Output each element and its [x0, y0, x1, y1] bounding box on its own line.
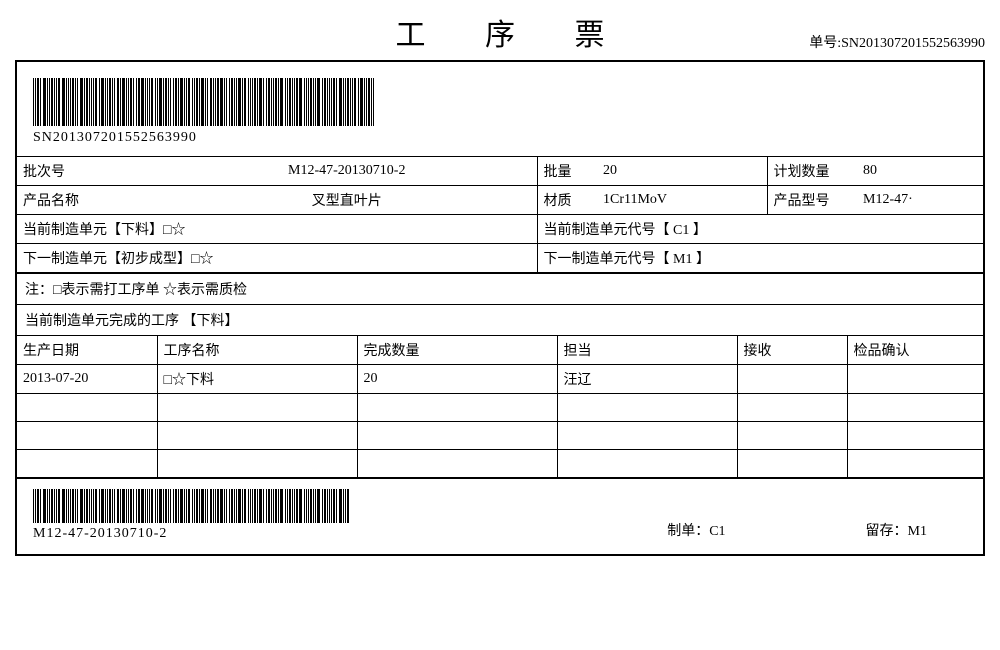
model: M12-47·: [857, 186, 983, 215]
table-cell: 2013-07-20: [17, 365, 157, 394]
page-title: 工 序 票: [370, 10, 631, 54]
table-cell: [737, 365, 847, 394]
col-date: 生产日期: [17, 336, 157, 365]
keep: 留存：M1: [866, 520, 927, 540]
table-cell: [17, 394, 157, 422]
table-cell: [357, 450, 557, 478]
barcode-top-section: SN201307201552563990: [17, 62, 983, 156]
batch-qty: 20: [597, 157, 767, 186]
barcode-top-label: SN201307201552563990: [33, 130, 967, 146]
batch-no: M12-47-20130710-2: [157, 157, 537, 186]
table-cell: [17, 422, 157, 450]
order-number: 单号:SN201307201552563990: [809, 32, 985, 52]
barcode-bottom: [33, 489, 413, 523]
plan-qty-label: 计划数量: [767, 157, 857, 186]
model-label: 产品型号: [767, 186, 857, 215]
table-cell: [157, 422, 357, 450]
table-cell: [847, 450, 983, 478]
table-row: 批次号 M12-47-20130710-2 批量 20 计划数量 80: [17, 157, 983, 186]
batch-no-label: 批次号: [17, 157, 157, 186]
table-row: [17, 450, 983, 478]
table-cell: [737, 422, 847, 450]
table-row: 产品名称 叉型直叶片 材质 1Cr11MoV 产品型号 M12-47·: [17, 186, 983, 215]
table-cell: [17, 450, 157, 478]
legend-note: 注：□表示需打工序单 ☆表示需质检: [17, 273, 983, 304]
next-unit: 下一制造单元【初步成型】□☆: [17, 244, 537, 273]
plan-qty: 80: [857, 157, 983, 186]
completed-procedures-header: 当前制造单元完成的工序 【下料】: [17, 304, 983, 335]
procedure-table: 生产日期 工序名称 完成数量 担当 接收 检品确认 2013-07-20□☆下料…: [17, 335, 983, 478]
table-cell: □☆下料: [157, 365, 357, 394]
barcode-top: [33, 78, 433, 126]
table-cell: [157, 394, 357, 422]
info-table: 批次号 M12-47-20130710-2 批量 20 计划数量 80 产品名称…: [17, 156, 983, 273]
material: 1Cr11MoV: [597, 186, 767, 215]
maker: 制单：C1: [667, 520, 725, 540]
table-cell: 20: [357, 365, 557, 394]
next-unit-code: 下一制造单元代号【 M1 】: [537, 244, 983, 273]
table-cell: [847, 394, 983, 422]
table-cell: [557, 394, 737, 422]
col-inspect: 检品确认: [847, 336, 983, 365]
current-unit: 当前制造单元【下料】□☆: [17, 215, 537, 244]
table-cell: [847, 365, 983, 394]
table-row: [17, 394, 983, 422]
footer-section: M12-47-20130710-2 制单：C1 留存：M1: [17, 478, 983, 554]
table-row: 下一制造单元【初步成型】□☆ 下一制造单元代号【 M1 】: [17, 244, 983, 273]
table-cell: [157, 450, 357, 478]
table-header-row: 生产日期 工序名称 完成数量 担当 接收 检品确认: [17, 336, 983, 365]
col-qty: 完成数量: [357, 336, 557, 365]
table-row: 当前制造单元【下料】□☆ 当前制造单元代号【 C1 】: [17, 215, 983, 244]
batch-qty-label: 批量: [537, 157, 597, 186]
current-unit-code: 当前制造单元代号【 C1 】: [537, 215, 983, 244]
product-name: 叉型直叶片: [157, 186, 537, 215]
table-cell: [357, 422, 557, 450]
col-person: 担当: [557, 336, 737, 365]
table-cell: [357, 394, 557, 422]
table-row: 2013-07-20□☆下料20汪辽: [17, 365, 983, 394]
table-cell: [737, 394, 847, 422]
product-name-label: 产品名称: [17, 186, 157, 215]
table-row: [17, 422, 983, 450]
table-cell: [557, 422, 737, 450]
table-cell: [847, 422, 983, 450]
table-cell: 汪辽: [557, 365, 737, 394]
col-receive: 接收: [737, 336, 847, 365]
barcode-bottom-label: M12-47-20130710-2: [33, 526, 413, 542]
table-cell: [737, 450, 847, 478]
ticket-frame: SN201307201552563990 批次号 M12-47-20130710…: [15, 60, 985, 556]
table-cell: [557, 450, 737, 478]
material-label: 材质: [537, 186, 597, 215]
col-proc-name: 工序名称: [157, 336, 357, 365]
